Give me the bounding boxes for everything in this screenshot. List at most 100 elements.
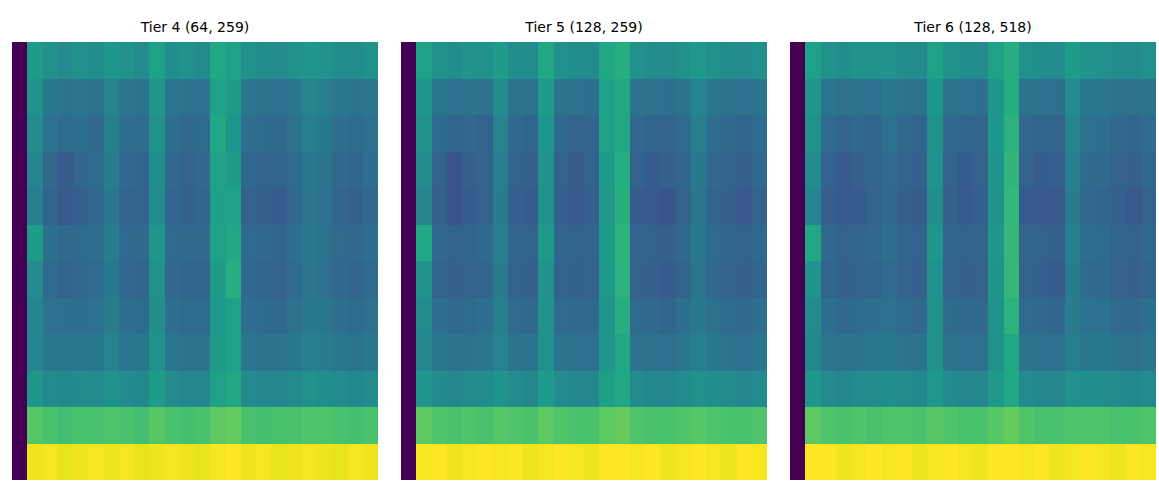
heatmap-cell: [1065, 79, 1081, 116]
heatmap-cell: [912, 188, 928, 225]
heatmap-cell: [1141, 334, 1156, 371]
heatmap-cell: [317, 444, 333, 481]
heatmap-cell: [958, 188, 974, 225]
heatmap-cell: [348, 42, 364, 79]
heatmap-cell: [58, 371, 74, 408]
heatmap-cell: [165, 188, 181, 225]
heatmap-cell: [615, 79, 631, 116]
heatmap-cell: [599, 188, 615, 225]
heatmap-cell: [615, 152, 631, 189]
heatmap-cell: [584, 42, 600, 79]
heatmap-cell: [851, 334, 867, 371]
heatmap-cell: [432, 188, 448, 225]
heatmap-cell: [927, 371, 943, 408]
heatmap-cell: [660, 261, 676, 298]
heatmap-cell: [27, 188, 43, 225]
heatmap-cell: [897, 115, 913, 152]
heatmap-cell: [88, 188, 104, 225]
heatmap-cell: [1126, 407, 1142, 444]
heatmap-cell: [676, 334, 692, 371]
heatmap-cell: [165, 152, 181, 189]
heatmap-cell: [43, 444, 59, 481]
heatmap-cell: [317, 407, 333, 444]
heatmap-cell: [1110, 298, 1126, 335]
heatmap-cell: [271, 444, 287, 481]
heatmap-cell: [836, 42, 852, 79]
heatmap-cell: [821, 42, 837, 79]
heatmap-cell: [1019, 79, 1035, 116]
heatmap-cell: [912, 407, 928, 444]
heatmap-cell: [1034, 188, 1050, 225]
heatmap-cell: [165, 115, 181, 152]
heatmap-cell: [988, 152, 1004, 189]
heatmap-cell: [897, 298, 913, 335]
heatmap-cell: [302, 188, 318, 225]
heatmap-cell: [943, 298, 959, 335]
heatmap-cell: [836, 152, 852, 189]
heatmap-cell: [1110, 261, 1126, 298]
heatmap-cell: [958, 115, 974, 152]
heatmap-cell: [1141, 115, 1156, 152]
heatmap-cell: [1034, 115, 1050, 152]
heatmap-cell: [958, 225, 974, 262]
heatmap-cell: [180, 407, 196, 444]
heatmap-cell: [493, 444, 509, 481]
heatmap-cell: [630, 444, 646, 481]
heatmap-cell: [866, 298, 882, 335]
heatmap-cell: [302, 115, 318, 152]
heatmap-cell: [554, 188, 570, 225]
heatmap-cell: [477, 407, 493, 444]
heatmap-cell: [538, 42, 554, 79]
heatmap-cell: [1095, 407, 1111, 444]
heatmap-cell: [287, 225, 303, 262]
heatmap-cell: [58, 152, 74, 189]
heatmap-cell: [508, 261, 524, 298]
heatmap-cell: [630, 225, 646, 262]
heatmap-cell: [447, 371, 463, 408]
heatmap-cell: [943, 261, 959, 298]
heatmap-cell: [1019, 152, 1035, 189]
heatmap-cell: [599, 115, 615, 152]
heatmap-cell: [569, 334, 585, 371]
heatmap-cell: [1065, 261, 1081, 298]
heatmap-cell: [195, 444, 211, 481]
heatmap-cell: [363, 225, 378, 262]
heatmap-cell: [27, 298, 43, 335]
heatmap-cell: [332, 79, 348, 116]
heatmap-cell: [943, 334, 959, 371]
heatmap-cell: [691, 115, 707, 152]
heatmap-cell: [104, 334, 120, 371]
heatmap-cell: [866, 115, 882, 152]
heatmap-cell: [1034, 42, 1050, 79]
heatmap-cell: [958, 298, 974, 335]
heatmap-cell: [432, 407, 448, 444]
heatmap-cell: [912, 115, 928, 152]
heatmap-cell: [599, 79, 615, 116]
heatmap-cell: [752, 334, 767, 371]
heatmap-cell: [210, 79, 226, 116]
heatmap-cell: [401, 298, 417, 335]
heatmap-cell: [805, 261, 821, 298]
heatmap-cell: [821, 444, 837, 481]
heatmap-cell: [538, 115, 554, 152]
heatmap-cell: [821, 407, 837, 444]
heatmap-cell: [462, 334, 478, 371]
heatmap-cell: [805, 334, 821, 371]
heatmap-cell: [973, 79, 989, 116]
heatmap-cell: [149, 407, 165, 444]
heatmap-cell: [1019, 225, 1035, 262]
heatmap-cell: [523, 225, 539, 262]
heatmap-cell: [1110, 334, 1126, 371]
heatmap-cell: [210, 225, 226, 262]
heatmap-cell: [790, 225, 806, 262]
heatmap-cell: [737, 152, 753, 189]
heatmap-cell: [58, 225, 74, 262]
heatmap-cell: [508, 334, 524, 371]
heatmap-cell: [645, 115, 661, 152]
heatmap-cell: [721, 79, 737, 116]
heatmap-cell: [165, 79, 181, 116]
heatmap-cell: [134, 334, 150, 371]
heatmap-cell: [1141, 371, 1156, 408]
heatmap-cell: [416, 42, 432, 79]
heatmap-cell: [119, 444, 135, 481]
